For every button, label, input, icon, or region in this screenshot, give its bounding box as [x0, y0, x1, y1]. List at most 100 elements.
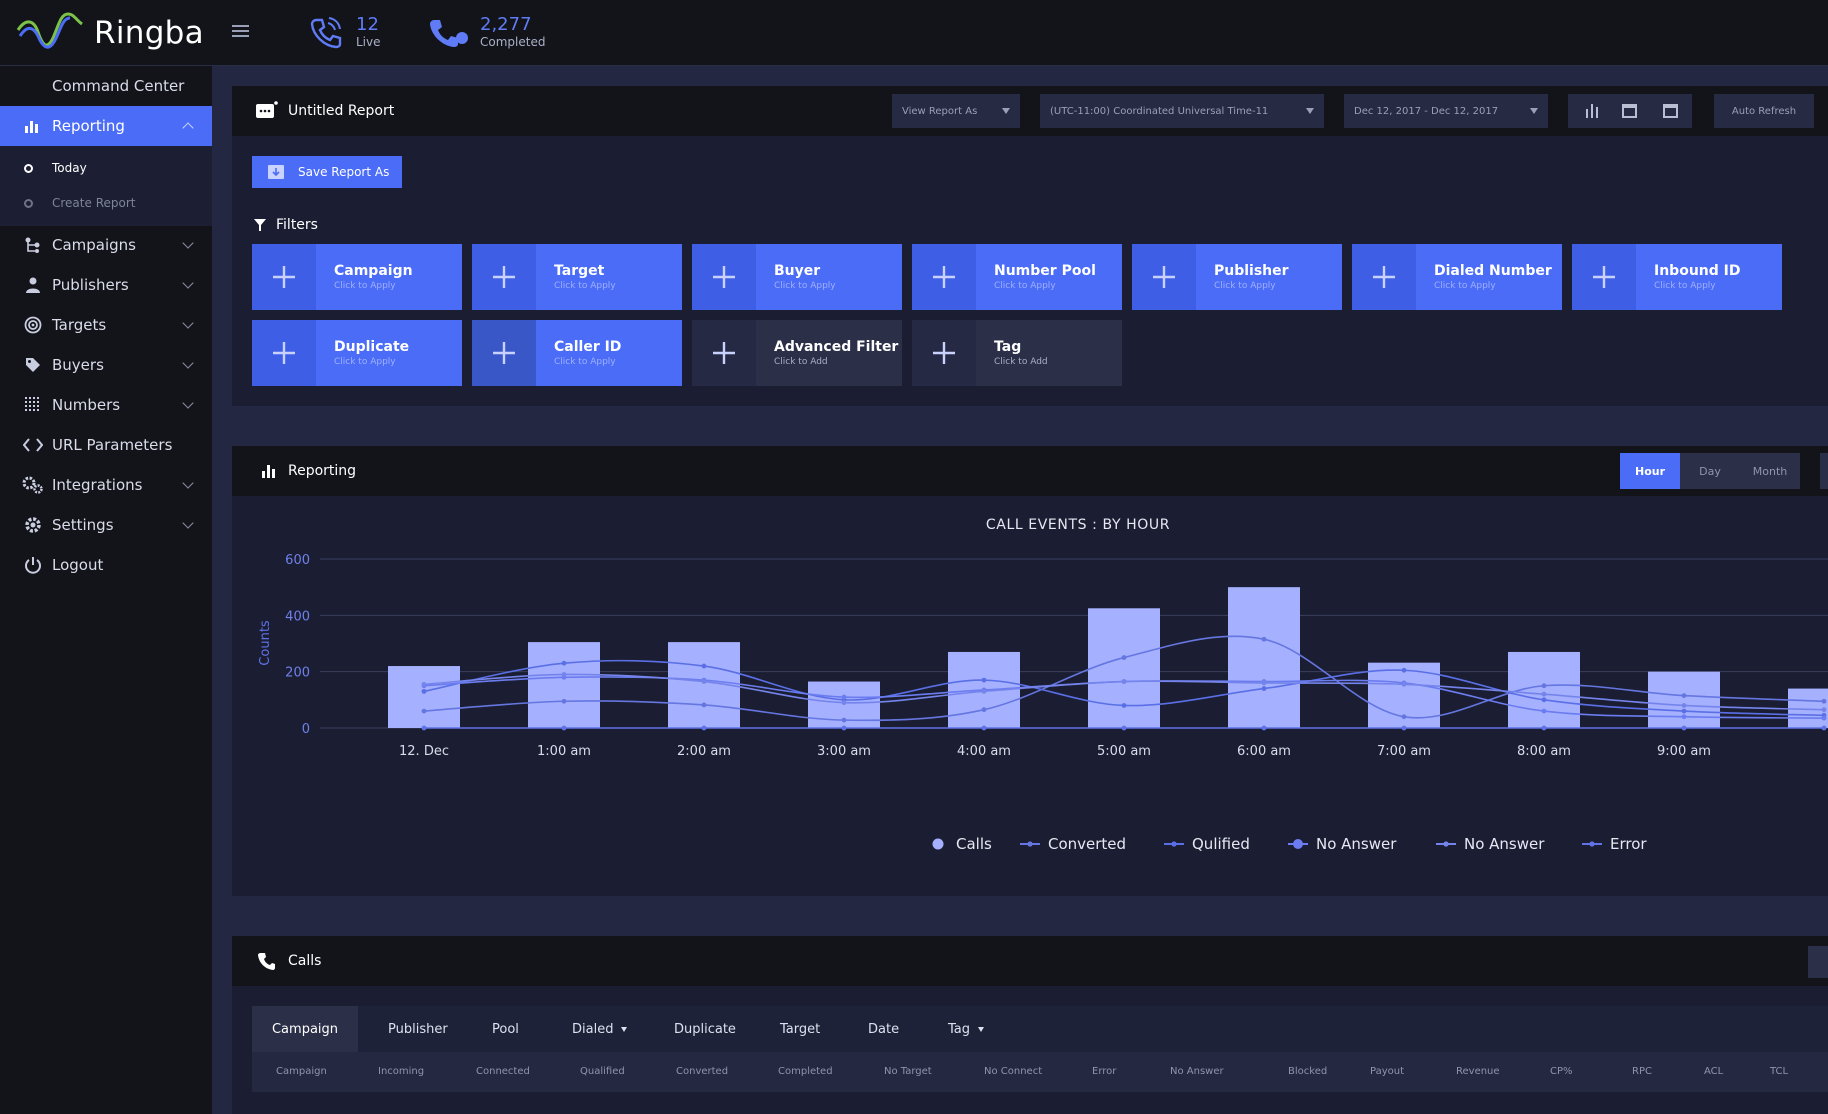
sidebar-item-reporting[interactable]: Reporting	[0, 106, 212, 146]
column-header[interactable]: No Answer	[1170, 1066, 1224, 1077]
granularity-day-button[interactable]: Day	[1680, 453, 1740, 489]
filter-title: Number Pool	[994, 262, 1096, 279]
column-header[interactable]: No Connect	[984, 1066, 1043, 1077]
chart-title: CALL EVENTS : BY HOUR	[986, 517, 1170, 533]
filter-tile-tag[interactable]: Tag Click to Add	[912, 320, 1122, 386]
chevron-down-icon[interactable]	[182, 517, 194, 529]
submenu-item-create-report[interactable]: Create Report	[0, 187, 212, 219]
chevron-down-icon[interactable]	[182, 277, 194, 289]
filter-tile-duplicate[interactable]: Duplicate Click to Apply	[252, 320, 462, 386]
tab-date[interactable]: Date	[868, 1006, 899, 1052]
tab-pool[interactable]: Pool	[492, 1006, 519, 1052]
dropdown-label: View Report As	[902, 105, 978, 117]
timezone-dropdown[interactable]: (UTC-11:00) Coordinated Universal Time-1…	[1040, 94, 1324, 128]
sidebar-item-campaigns[interactable]: Campaigns	[0, 225, 212, 265]
filter-title: Publisher	[1214, 262, 1289, 279]
column-header[interactable]: Converted	[676, 1066, 729, 1077]
series-line	[423, 635, 1825, 722]
sidebar-item-command-center[interactable]: Command Center	[0, 66, 212, 106]
tab-dialed[interactable]: Dialed	[572, 1006, 628, 1052]
filter-tile-inbound-id[interactable]: Inbound ID Click to Apply	[1572, 244, 1782, 310]
sidebar-item-logout[interactable]: Logout	[0, 545, 212, 585]
calls-header-control[interactable]	[1808, 946, 1828, 978]
data-point	[701, 679, 707, 684]
save-report-as-button[interactable]: Save Report As	[252, 156, 402, 188]
filter-subtitle: Click to Add	[774, 356, 828, 367]
column-header[interactable]: No Target	[884, 1066, 932, 1077]
sidebar-item-targets[interactable]: Targets	[0, 305, 212, 345]
sidebar-item-buyers[interactable]: Buyers	[0, 345, 212, 385]
column-header[interactable]: ACL	[1704, 1066, 1724, 1077]
report-title: Untitled Report	[288, 103, 395, 119]
chevron-down-icon[interactable]	[182, 237, 194, 249]
report-icon	[256, 101, 278, 118]
chevron-down-icon[interactable]	[182, 357, 194, 369]
sidebar-item-settings[interactable]: Settings	[0, 505, 212, 545]
tab-publisher[interactable]: Publisher	[388, 1006, 448, 1052]
column-header[interactable]: CP%	[1550, 1066, 1573, 1077]
granularity-hour-button[interactable]: Hour	[1620, 453, 1680, 489]
y-tick-label: 600	[285, 553, 310, 568]
ringba-logo[interactable]: Ringba	[16, 10, 204, 56]
chevron-down-icon[interactable]	[182, 477, 194, 489]
x-tick-label: 3:00 am	[817, 744, 871, 759]
chevron-down-icon[interactable]	[182, 397, 194, 409]
chart-view-icon[interactable]	[1586, 104, 1598, 121]
column-header[interactable]: Connected	[476, 1066, 530, 1077]
auto-refresh-button[interactable]: Auto Refresh	[1714, 94, 1814, 128]
tab-tag[interactable]: Tag	[948, 1006, 985, 1052]
filter-tile-publisher[interactable]: Publisher Click to Apply	[1132, 244, 1342, 310]
data-point	[841, 725, 847, 731]
column-header[interactable]: Error	[1092, 1066, 1117, 1077]
sidebar-item-label: Campaigns	[52, 236, 137, 254]
bar	[1088, 608, 1160, 728]
view-report-as-dropdown[interactable]: View Report As	[892, 94, 1020, 128]
y-axis-label: Counts	[258, 620, 273, 666]
filter-tile-dialed-number[interactable]: Dialed Number Click to Apply	[1352, 244, 1562, 310]
sidebar-item-label: Targets	[52, 316, 107, 334]
dropdown-label: (UTC-11:00) Coordinated Universal Time-1…	[1050, 105, 1269, 117]
table-view-icon[interactable]	[1663, 104, 1678, 121]
granularity-month-button[interactable]: Month	[1740, 453, 1800, 489]
column-header[interactable]: Revenue	[1456, 1066, 1500, 1077]
data-point	[561, 725, 567, 731]
column-header[interactable]: RPC	[1632, 1066, 1652, 1077]
legend-marker	[1027, 841, 1033, 847]
column-header[interactable]: Campaign	[276, 1066, 327, 1077]
sidebar-item-integrations[interactable]: Integrations	[0, 465, 212, 505]
column-header[interactable]: Incoming	[378, 1066, 425, 1077]
calls-table-header: Campaign Incoming Connected Qualified Conver…	[252, 1052, 1828, 1092]
legend-marker	[1443, 841, 1449, 847]
column-header[interactable]: Payout	[1370, 1066, 1405, 1077]
column-header[interactable]: Completed	[778, 1066, 833, 1077]
plus-icon	[472, 320, 536, 386]
data-point	[421, 688, 427, 694]
bar	[1648, 671, 1720, 728]
menu-toggle-icon[interactable]	[232, 25, 249, 38]
sidebar-item-publishers[interactable]: Publishers	[0, 265, 212, 305]
sidebar-item-numbers[interactable]: Numbers	[0, 385, 212, 425]
column-header[interactable]: Qualified	[580, 1066, 625, 1077]
tab-duplicate[interactable]: Duplicate	[674, 1006, 736, 1052]
target-icon	[18, 315, 48, 335]
sidebar-item-url-parameters[interactable]: URL Parameters	[0, 425, 212, 465]
filter-tile-advanced-filter[interactable]: Advanced Filter Click to Add	[692, 320, 902, 386]
filter-tile-number-pool[interactable]: Number Pool Click to Apply	[912, 244, 1122, 310]
filter-tile-target[interactable]: Target Click to Apply	[472, 244, 682, 310]
chevron-up-icon[interactable]	[182, 122, 194, 134]
data-point	[1261, 636, 1267, 642]
filter-tile-buyer[interactable]: Buyer Click to Apply	[692, 244, 902, 310]
column-header[interactable]: Blocked	[1288, 1066, 1328, 1077]
panel-view-icon[interactable]	[1622, 104, 1637, 121]
data-point	[1121, 679, 1127, 684]
bar-chart-icon	[262, 465, 275, 478]
column-header[interactable]: TCL	[1770, 1066, 1789, 1077]
date-range-dropdown[interactable]: Dec 12, 2017 - Dec 12, 2017	[1344, 94, 1548, 128]
filter-tile-campaign[interactable]: Campaign Click to Apply	[252, 244, 462, 310]
filters-heading: Filters	[254, 217, 318, 233]
tab-target[interactable]: Target	[780, 1006, 820, 1052]
filter-tile-caller-id[interactable]: Caller ID Click to Apply	[472, 320, 682, 386]
submenu-item-today[interactable]: Today	[0, 152, 212, 184]
tab-campaign[interactable]: Campaign	[252, 1006, 358, 1052]
chevron-down-icon[interactable]	[182, 317, 194, 329]
